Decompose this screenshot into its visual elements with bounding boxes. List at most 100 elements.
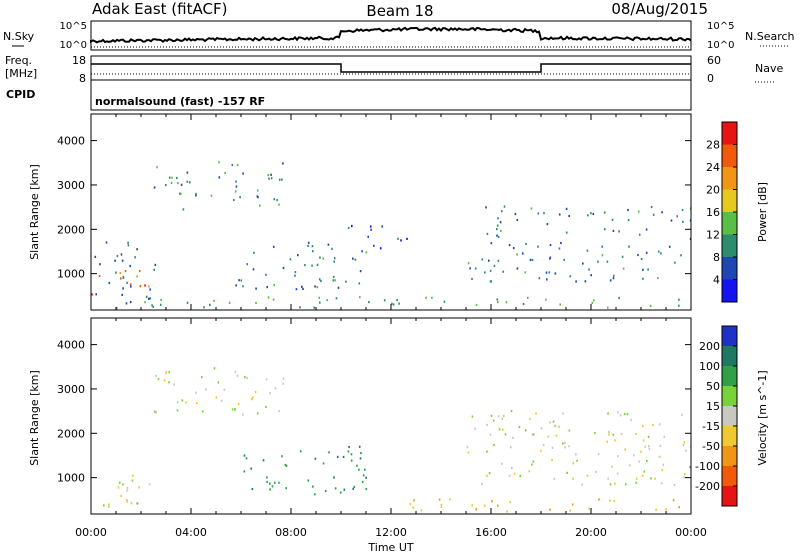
velocity-cell [234,408,236,411]
velocity-cell [278,481,280,484]
power-cell [537,212,540,215]
velocity-colorbar-label: Velocity [m s^-1] [756,370,769,465]
power-cell [496,298,499,301]
velocity-cell [271,485,274,488]
velocity-xtick-label: 00:00 [675,526,707,539]
power-cell [307,244,309,247]
power-cell [396,299,398,302]
velocity-cell [126,489,128,492]
nave-tick-bottom: 0 [707,72,714,85]
velocity-cell [251,398,253,401]
power-cell [621,255,624,258]
velocity-cell [626,413,629,416]
power-cell [668,245,671,248]
power-cell [554,272,557,275]
velocity-cell [614,482,616,485]
velocity-colorbar-frame [721,325,738,507]
freq-label: Freq. [5,54,32,67]
velocity-cell [665,508,667,511]
velocity-cell [467,451,470,454]
velocity-cell [282,382,284,385]
velocity-cell [234,370,237,373]
velocity-cell [616,472,619,475]
power-cell [485,206,487,209]
velocity-cell [630,419,632,422]
power-cell [529,258,532,261]
velocity-cell [185,401,187,404]
velocity-cell [314,493,316,496]
velocity-cell [155,411,157,414]
power-cell [127,241,129,244]
velocity-cell [265,378,268,381]
power-cell [235,284,237,287]
velocity-cell [256,412,259,415]
power-cell [272,298,275,301]
power-cell [660,252,662,255]
power-cell [489,269,492,272]
power-cell [136,275,138,278]
velocity-cell [655,508,657,511]
power-cell [642,268,644,271]
power-cell [676,215,678,218]
velocity-cell [274,481,276,484]
power-cell [318,278,321,281]
power-cell [354,258,357,261]
power-cell [622,267,625,270]
velocity-cell [532,433,535,436]
velocity-cell [609,499,611,502]
velocity-cell [638,460,640,463]
power-cell [593,299,595,302]
power-cell [558,213,561,216]
power-cell [563,258,565,261]
velocity-cell [683,441,685,444]
velocity-cell [362,474,365,477]
velocity-colorbar-swatch [722,466,737,487]
power-ytick-label: 2000 [57,223,85,236]
cpid-text: normalsound (fast) -157 RF [95,95,265,108]
velocity-cell [612,433,615,436]
power-cell [331,247,333,250]
velocity-cell [608,433,610,436]
power-cell [565,207,568,210]
velocity-cell [246,377,248,380]
power-cell [337,286,340,289]
velocity-cell [606,440,608,443]
velocity-cell [658,455,661,458]
power-cell [575,280,577,283]
velocity-cell [343,488,346,491]
velocity-cell [269,482,271,485]
power-cell [278,203,280,206]
velocity-cell [620,432,623,435]
power-cell [318,296,320,299]
power-cell [538,277,541,280]
power-cell [640,257,643,261]
power-colorbar-tick-label: 8 [713,251,720,264]
power-cell [607,306,609,309]
velocity-cell [564,446,566,449]
velocity-cell [642,439,645,442]
power-cell [278,178,281,181]
velocity-cell [510,446,512,449]
power-cell [397,237,399,240]
velocity-cell [126,499,128,502]
velocity-cell [642,425,644,428]
velocity-cell [528,470,530,473]
velocity-cell [122,483,124,486]
velocity-cell [231,408,234,411]
velocity-cell [624,483,627,486]
power-colorbar-tick-label: 12 [706,229,720,242]
velocity-cell [650,477,652,480]
velocity-cell [659,445,662,448]
power-cell [266,286,268,289]
power-cell [537,245,539,248]
power-cell [235,185,238,188]
power-cell [591,301,594,305]
power-cell [657,250,660,253]
velocity-colorbar-tick-label: -200 [695,480,720,493]
power-cell [149,288,151,291]
power-cell [138,269,141,273]
power-cell [282,162,284,165]
power-cell [549,244,552,247]
power-cell [130,285,132,288]
velocity-cell [339,491,342,494]
